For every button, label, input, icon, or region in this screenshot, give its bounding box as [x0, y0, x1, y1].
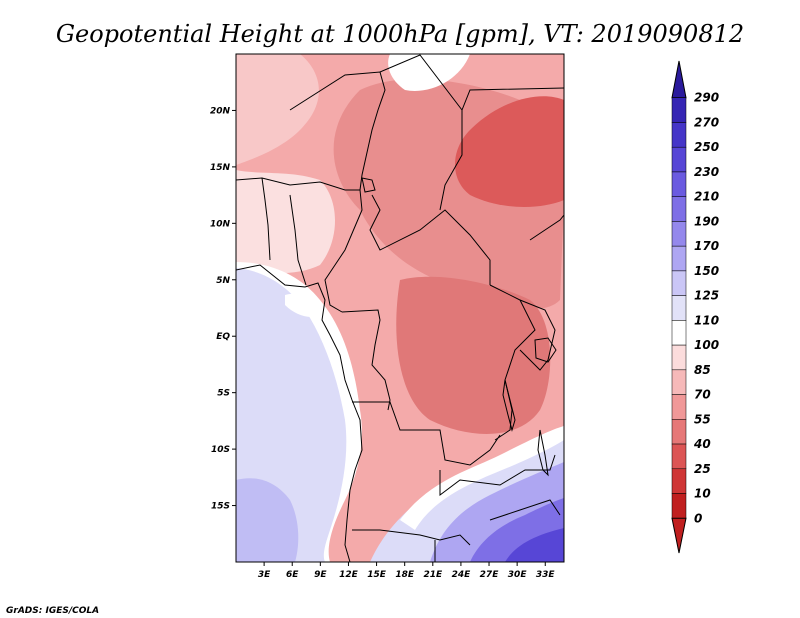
height-field — [236, 54, 564, 562]
colorbar-swatch — [671, 221, 687, 247]
border-angola-namibia — [352, 529, 471, 546]
border-drc-angola — [352, 401, 501, 466]
colorbar-swatch — [671, 468, 687, 494]
border-chad-sudan — [379, 54, 463, 211]
colorbar-label: 100 — [694, 338, 719, 352]
x-tick-label: 9E — [314, 570, 327, 580]
x-tick-label: 24E — [452, 570, 472, 580]
colorbar-swatch — [671, 443, 687, 470]
x-tick-label: 33E — [536, 570, 556, 580]
colorbar-swatch — [671, 493, 687, 519]
colorbar-swatch — [671, 320, 687, 346]
border-zimbabwe — [489, 499, 561, 521]
west-africa-pale-region — [236, 170, 335, 274]
x-tick-label: 6E — [286, 570, 299, 580]
colorbar-swatch — [671, 295, 687, 321]
colorbar-swatch — [671, 122, 687, 148]
colorbar-top-arrow — [671, 60, 687, 99]
colorbar-swatch — [671, 394, 687, 420]
lake-tanganyika — [502, 379, 516, 432]
y-axis: 20N 15N 10N 5N EQ 5S 10S 15S — [210, 106, 236, 512]
border-niger-chad — [289, 71, 386, 191]
colorbar-label: 270 — [694, 115, 719, 129]
y-tick-label: 5S — [217, 389, 230, 399]
colorbar-label: 250 — [694, 140, 719, 154]
guinea-white-patch — [285, 293, 320, 317]
border-cameroon — [324, 189, 363, 313]
x-tick-label: 15E — [367, 570, 387, 580]
chart-title: Geopotential Height at 1000hPa [gpm], VT… — [56, 20, 744, 48]
border-benin — [261, 177, 271, 261]
lake-malawi — [537, 429, 549, 477]
y-tick-label: EQ — [216, 332, 230, 342]
colorbar-swatch — [671, 196, 687, 222]
colorbar-label: 70 — [694, 388, 711, 402]
border-congo-drc — [341, 309, 391, 411]
colorbar-label: 40 — [693, 437, 711, 451]
lake-victoria — [534, 337, 557, 363]
y-tick-label: 10S — [211, 445, 230, 455]
border-zambia — [439, 454, 556, 496]
y-tick-label: 10N — [210, 219, 231, 229]
border-drc-east — [489, 284, 536, 441]
y-tick-label: 20N — [210, 106, 231, 116]
colorbar-swatch — [671, 270, 687, 296]
border-nigeria-south — [289, 194, 307, 286]
colorbar: 2902702502302101901701501251101008570554… — [671, 60, 719, 554]
x-tick-label: 18E — [395, 570, 415, 580]
colorbar-label: 10 — [694, 487, 711, 501]
colorbar-label: 190 — [694, 214, 719, 228]
colorbar-label: 110 — [694, 313, 719, 327]
y-tick-label: 15S — [211, 502, 230, 512]
southern-africa-deepestblue — [505, 528, 564, 562]
colorbar-bottom-arrow — [671, 517, 687, 554]
map-panel: 3E 6E 9E 12E 15E 18E 21E 24E 27E 30E 33E 20N 15N 10N… — [210, 53, 565, 580]
colorbar-label: 55 — [694, 412, 711, 426]
credit-label: GrADS: IGES/COLA — [6, 606, 99, 616]
atlantic-deeper-lavender — [236, 478, 299, 562]
coastline — [236, 264, 363, 562]
border-great-lakes — [519, 299, 556, 371]
colorbar-label: 25 — [694, 462, 711, 476]
southern-africa-white — [400, 426, 564, 530]
colorbar-label: 0 — [694, 511, 702, 525]
y-tick-label: 15N — [210, 163, 231, 173]
x-tick-label: 3E — [258, 570, 271, 580]
x-axis: 3E 6E 9E 12E 15E 18E 21E 24E 27E 30E 33E — [258, 562, 556, 580]
colorbar-swatch — [671, 171, 687, 197]
x-tick-label: 21E — [423, 570, 443, 580]
map-frame — [235, 53, 565, 563]
colorbar-label: 170 — [694, 239, 719, 253]
colorbar-swatch — [671, 245, 687, 272]
lake-chad — [361, 177, 376, 193]
x-tick-label: 30E — [508, 570, 528, 580]
colorbar-label: 85 — [694, 363, 711, 377]
colorbar-swatch — [671, 97, 687, 123]
x-tick-label: 27E — [480, 570, 500, 580]
nw-pale-region — [236, 54, 319, 165]
colorbar-label: 290 — [694, 91, 719, 105]
colorbar-swatch — [671, 369, 687, 395]
congo-basin-region — [396, 276, 551, 434]
top-white-patch — [388, 54, 470, 91]
border-car — [369, 194, 491, 285]
colorbar-swatch — [671, 419, 687, 445]
border-ethiopia — [529, 214, 564, 241]
colorbar-label: 230 — [694, 165, 719, 179]
colorbar-label: 210 — [694, 190, 719, 204]
y-tick-label: 5N — [216, 276, 230, 286]
boundary-lines — [236, 54, 564, 562]
colorbar-swatch — [671, 146, 687, 173]
colorbar-label: 125 — [694, 289, 719, 303]
colorbar-swatch — [671, 344, 687, 371]
colorbar-label: 150 — [694, 264, 719, 278]
border-west-africa — [236, 177, 360, 191]
sudan-max-region — [455, 96, 564, 207]
x-tick-label: 12E — [339, 570, 359, 580]
border-sudan-east — [461, 87, 564, 111]
